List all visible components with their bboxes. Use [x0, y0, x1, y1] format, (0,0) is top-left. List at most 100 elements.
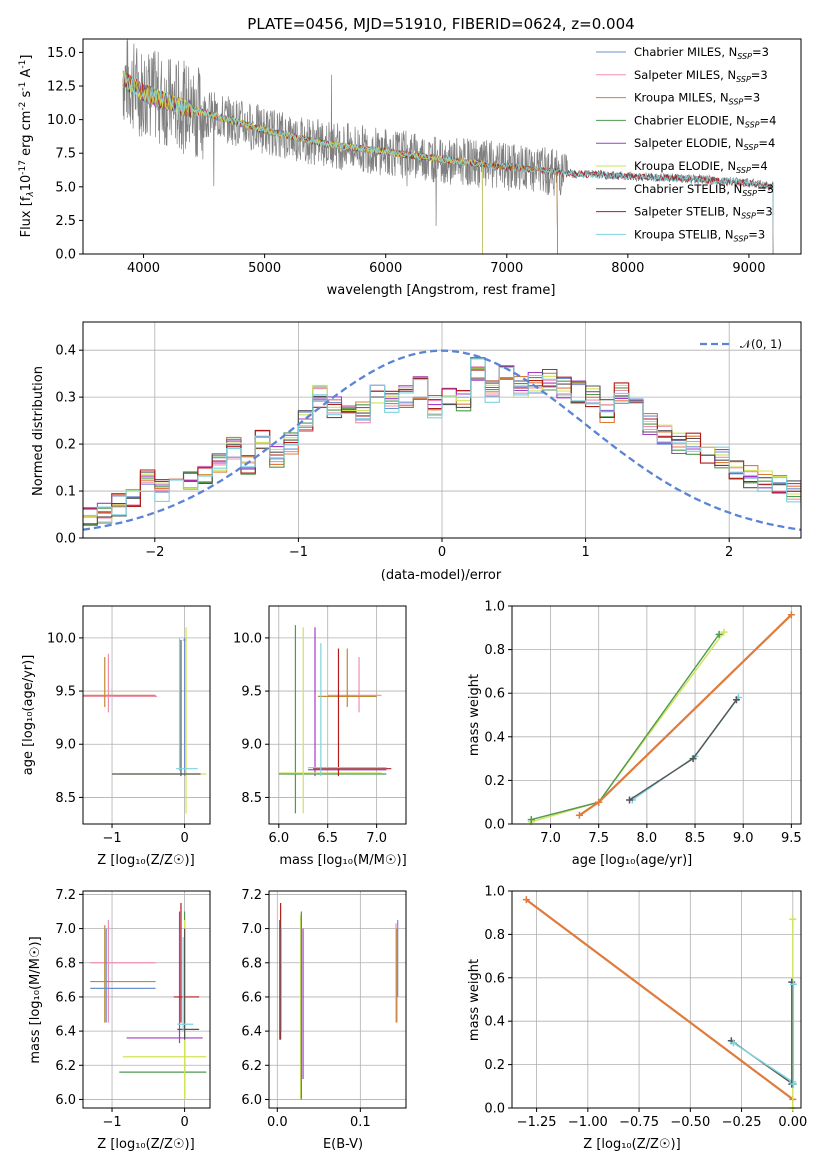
x-tick-label: 0: [180, 1115, 188, 1130]
residual-plot: [83, 349, 801, 531]
panel-3-frame: [268, 605, 407, 825]
residual-histogram-8: [83, 358, 801, 516]
legend-name: Chabrier MILES, N: [634, 45, 737, 59]
y-tick-label: 6.8: [55, 956, 76, 971]
spectrum-plot: [122, 39, 774, 254]
panel-6-plot: [279, 902, 399, 1100]
weight-line: [631, 697, 739, 801]
x-tick-label: −0.50: [670, 1115, 710, 1130]
ylabel-part-1: 10: [19, 175, 34, 192]
panel-5-frame: [82, 890, 211, 1109]
legend-suffix: =3: [743, 91, 760, 105]
x-tick-label: 0.1: [350, 1115, 371, 1130]
y-tick-label: 6.2: [241, 1059, 262, 1074]
panel-4-plot: [527, 611, 795, 826]
model-spectrum-8: [122, 72, 774, 254]
x-tick-label: −2: [145, 545, 164, 560]
legend-suffix: =3: [757, 182, 774, 196]
y-tick-label: 0.0: [484, 818, 505, 833]
y-tick-label: 6.4: [55, 1025, 76, 1040]
x-tick-label: 9.5: [781, 831, 802, 846]
weight-point: [522, 896, 530, 904]
y-tick-label: 15.0: [47, 46, 76, 61]
x-tick-label: 2: [725, 545, 733, 560]
legend-sub: SSP: [736, 166, 751, 175]
panel-6-frame: [268, 890, 407, 1109]
panel-2-ticks: −1 0 8.5 9.0 9.5 10.0: [47, 606, 210, 846]
y-tick-label: 1.0: [484, 600, 505, 615]
massz-ylabel: mass [log₁₀(M/M☉)]: [28, 936, 43, 1063]
y-tick-label: 10.0: [47, 113, 76, 128]
ylabel-part-6: -1: [18, 82, 28, 91]
y-tick-label: 1.0: [484, 885, 505, 900]
x-tick-label: 6.0: [268, 831, 289, 846]
weight-point: [720, 628, 728, 636]
ylabel-part-5: s: [19, 90, 34, 101]
massz-xlabel: Z [log₁₀(Z/Z☉)]: [97, 1137, 194, 1152]
y-tick-label: 9.5: [55, 685, 76, 700]
legend-suffix: =3: [752, 45, 769, 59]
x-tick-label: −1: [102, 831, 121, 846]
ylabel-part-3: erg cm: [19, 111, 34, 160]
mwz-ylabel: mass weight: [467, 959, 482, 1041]
panel-5-ticks: −1 0 6.0 6.2 6.4 6.6 6.8 7.0 7.2: [55, 888, 210, 1130]
y-tick-label: 9.0: [55, 738, 76, 753]
legend-sub: SSP: [729, 98, 744, 107]
weight-line: [629, 699, 738, 801]
weight-point: [575, 811, 583, 819]
y-tick-label: 6.4: [241, 1025, 262, 1040]
legend-name: Kroupa STELIB, N: [634, 227, 734, 241]
x-tick-label: 0.00: [778, 1115, 807, 1130]
legend-sub: SSP: [745, 120, 760, 129]
y-tick-label: 7.0: [241, 922, 262, 937]
x-tick-label: 7000: [490, 261, 523, 276]
legend-entry: Chabrier STELIB, NSSP=3: [634, 182, 774, 198]
y-tick-label: 10.0: [47, 631, 76, 646]
y-tick-label: 0.8: [484, 928, 505, 943]
mwage-ylabel: mass weight: [467, 674, 482, 756]
legend-sub: SSP: [736, 75, 751, 84]
y-tick-label: 0.3: [55, 391, 76, 406]
panel-5-plot: [90, 902, 207, 1100]
y-tick-label: 7.2: [241, 888, 262, 903]
ylabel-part-0: λ: [26, 191, 36, 197]
legend-sub: SSP: [744, 143, 759, 152]
residuals-frame: [82, 321, 802, 539]
plot-layer: 4000 5000 6000 7000 8000 90000.02.55.07.510.0…: [47, 38, 807, 1130]
y-tick-label: 12.5: [47, 80, 76, 95]
weight-point: [626, 796, 634, 804]
x-tick-label: −0.25: [722, 1115, 762, 1130]
x-tick-label: −1.00: [568, 1115, 608, 1130]
legend-entry: Kroupa ELODIE, NSSP=4: [634, 159, 768, 175]
weight-line: [531, 633, 720, 821]
y-tick-label: 8.5: [241, 791, 262, 806]
y-tick-label: 0.0: [484, 1102, 505, 1117]
x-tick-label: 0: [438, 545, 446, 560]
y-tick-label: 7.0: [55, 922, 76, 937]
x-tick-label: 5000: [248, 261, 281, 276]
y-tick-label: 0.0: [55, 248, 76, 263]
panel-6-ticks: 0.0 0.1 6.0 6.2 6.4 6.6 6.8 7.0 7.2: [241, 888, 406, 1130]
x-tick-label: 6000: [369, 261, 402, 276]
weight-point: [789, 1080, 797, 1088]
residual-histogram-1: [83, 366, 801, 519]
panel-2-plot: [83, 627, 207, 814]
y-tick-label: 7.2: [55, 888, 76, 903]
x-tick-label: 7.5: [588, 831, 609, 846]
x-tick-label: −1.25: [517, 1115, 557, 1130]
weight-point: [595, 798, 603, 806]
legend-sub: SSP: [737, 52, 752, 61]
y-tick-label: 0.6: [484, 687, 505, 702]
legend-entry: Kroupa MILES, NSSP=3: [634, 91, 760, 107]
ylabel-part-9: ]: [19, 55, 34, 60]
resid-xlabel: (data-model)/error: [381, 568, 502, 583]
residual-histogram-3: [83, 367, 801, 526]
y-tick-label: 0.1: [55, 485, 76, 500]
y-tick-label: 6.6: [55, 990, 76, 1005]
y-tick-label: 6.0: [241, 1093, 262, 1108]
legend-name: Chabrier STELIB, N: [634, 182, 742, 196]
x-tick-label: 9000: [732, 261, 765, 276]
y-tick-label: 0.8: [484, 643, 505, 658]
observed-spectrum: [122, 39, 774, 227]
